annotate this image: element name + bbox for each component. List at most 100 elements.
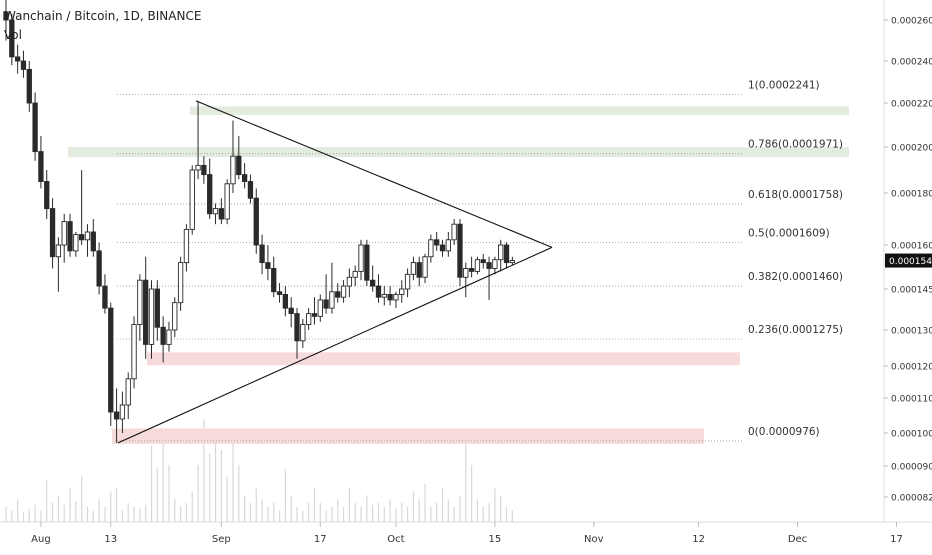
candle (230, 120, 236, 193)
candle-body (288, 307, 294, 315)
volume-bar (488, 503, 490, 522)
candle (445, 232, 451, 257)
volume-bar (337, 499, 339, 522)
volume-bar (22, 512, 25, 522)
volume-bar (500, 495, 502, 522)
candle-body (160, 326, 166, 345)
volume-bars (5, 419, 513, 522)
candle (393, 291, 399, 309)
candle-body (9, 19, 15, 58)
candle (434, 232, 440, 251)
candle (399, 280, 405, 303)
x-tick-label: 12 (692, 534, 705, 545)
candle-body (102, 285, 108, 309)
candle (474, 256, 481, 275)
candle-body (183, 228, 190, 264)
volume-bar (232, 438, 234, 522)
candle-body (49, 208, 56, 258)
volume-bar (453, 506, 455, 522)
candle-body (352, 270, 358, 278)
x-tick-label: 13 (104, 534, 117, 545)
volume-bar (46, 480, 48, 522)
candle (387, 286, 393, 306)
candle-body (375, 285, 382, 298)
candle (137, 274, 143, 341)
candle (282, 286, 289, 317)
candle-body (468, 268, 475, 272)
volume-bar (209, 453, 211, 522)
candle (55, 237, 62, 292)
candle-body (387, 294, 393, 301)
candle (201, 156, 207, 184)
volume-bar (191, 491, 193, 522)
volume-bar (238, 465, 240, 522)
candle-body (492, 259, 498, 269)
volume-bar (156, 468, 158, 522)
volume-bar (220, 449, 222, 522)
volume-bar (197, 465, 199, 522)
candle (14, 44, 21, 74)
candle (236, 136, 242, 180)
candle-body (26, 68, 32, 104)
candle-body (79, 234, 85, 241)
volume-bar (319, 503, 321, 522)
volume-bar (63, 504, 65, 522)
candle-body (335, 291, 341, 298)
candle-body (305, 313, 312, 325)
candle (61, 213, 67, 263)
volume-bar (377, 503, 380, 522)
candle (84, 224, 91, 257)
candle-body (143, 279, 149, 345)
candle-body (55, 244, 62, 258)
volume-bar (168, 465, 170, 522)
chart-header: Wanchain / Bitcoin, 1D, BINANCE Vol (4, 9, 201, 42)
candle (358, 239, 364, 281)
candle (422, 253, 428, 284)
candle (67, 213, 73, 257)
volume-bar (162, 438, 164, 522)
candle (416, 256, 422, 287)
x-tick-label: Oct (387, 534, 404, 545)
volume-bar (401, 503, 403, 522)
candle-body (498, 244, 504, 261)
candle (44, 170, 50, 219)
volume-bar (441, 487, 444, 522)
candle-body (61, 221, 67, 246)
volume-bar (430, 506, 432, 522)
candle-body (503, 244, 510, 264)
volume-bar (98, 499, 100, 522)
volume-bar (505, 506, 508, 522)
volume-bar (5, 506, 7, 522)
volume-bar (139, 508, 141, 522)
candle-body (131, 324, 137, 380)
volume-bar (104, 506, 106, 522)
candle-body (212, 208, 219, 215)
volume-bar (424, 484, 426, 522)
support-zone (147, 352, 740, 366)
volume-indicator-label: Vol (4, 28, 22, 42)
x-tick-label: Nov (584, 534, 604, 545)
candle (265, 245, 271, 281)
x-tick-label: Sep (212, 534, 231, 545)
candle-body (90, 231, 96, 252)
candle-body (189, 169, 195, 230)
fib-level-label: 0(0.0000976) (748, 426, 820, 438)
fib-zones (68, 106, 849, 444)
volume-bar (412, 491, 414, 522)
candle (486, 256, 492, 300)
candle (241, 163, 248, 189)
candle (457, 219, 463, 287)
candle (300, 319, 306, 348)
x-tick-label: 17 (890, 534, 903, 545)
volume-bar (57, 495, 59, 522)
candle-body (370, 279, 376, 287)
symbol-title: Wanchain / Bitcoin, 1D, BINANCE (4, 9, 202, 23)
volume-bar (360, 506, 362, 522)
candle-body (317, 299, 323, 317)
resistance-zone (68, 147, 849, 158)
volume-bar (389, 499, 391, 522)
